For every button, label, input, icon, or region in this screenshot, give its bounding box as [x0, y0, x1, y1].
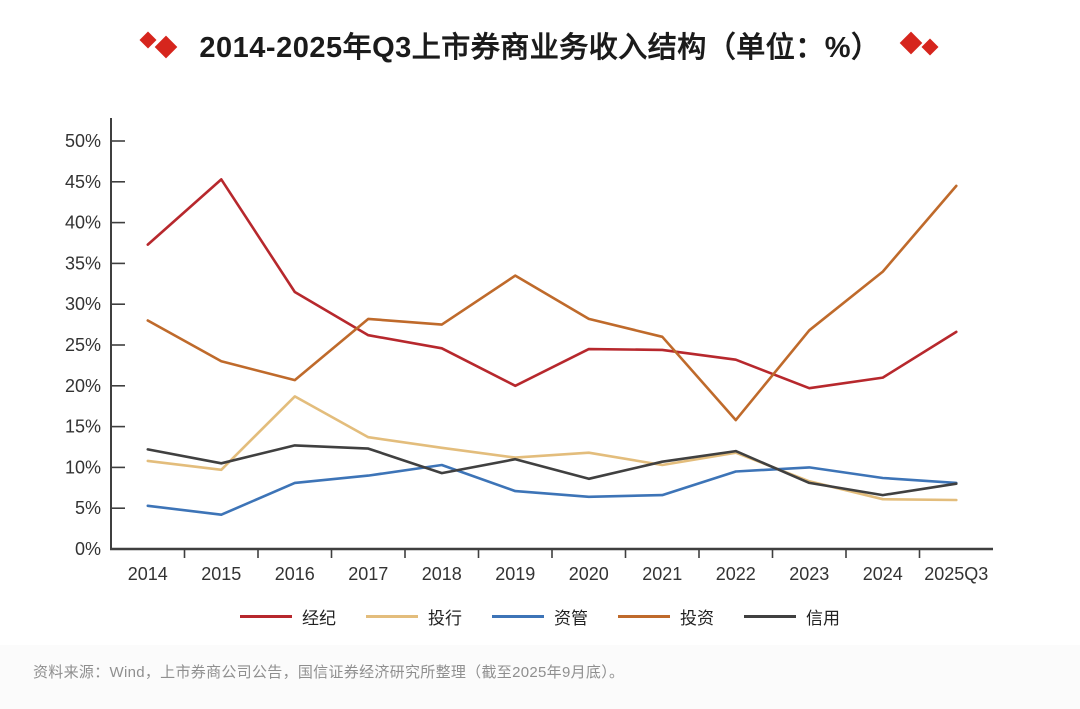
- x-tick-label: 2016: [275, 564, 315, 584]
- y-tick-label: 20%: [65, 376, 101, 396]
- y-tick-label: 30%: [65, 294, 101, 314]
- y-tick-label: 50%: [65, 131, 101, 151]
- double-diamond-icon: [139, 28, 181, 62]
- legend-swatch: [366, 615, 418, 618]
- y-tick-label: 40%: [65, 213, 101, 233]
- double-diamond-icon: [899, 28, 941, 62]
- y-tick-label: 25%: [65, 335, 101, 355]
- legend-item-0: 经纪: [240, 604, 336, 629]
- legend-label: 资管: [554, 609, 588, 628]
- x-tick-label: 2025Q3: [924, 564, 988, 584]
- legend-item-2: 资管: [492, 604, 588, 629]
- x-tick-label: 2014: [128, 564, 168, 584]
- legend-label: 信用: [806, 609, 840, 628]
- legend-item-4: 信用: [744, 604, 840, 629]
- legend-swatch: [492, 615, 544, 618]
- series-line-3: [146, 184, 958, 422]
- legend-swatch: [618, 615, 670, 618]
- series-line-0: [146, 178, 958, 390]
- x-tick-label: 2017: [348, 564, 388, 584]
- x-tick-label: 2023: [789, 564, 829, 584]
- y-tick-label: 35%: [65, 253, 101, 273]
- y-tick-label: 15%: [65, 417, 101, 437]
- legend-item-1: 投行: [366, 604, 462, 629]
- series-line-2: [146, 463, 958, 517]
- x-tick-label: 2019: [495, 564, 535, 584]
- series-line-1: [146, 395, 958, 502]
- chart-title: 2014-2025年Q3上市券商业务收入结构（单位：%）: [199, 32, 881, 64]
- legend-item-3: 投资: [618, 604, 714, 629]
- diamond-icon: [899, 31, 922, 55]
- x-tick-label: 2018: [422, 564, 462, 584]
- legend-label: 投资: [680, 609, 714, 628]
- x-tick-label: 2022: [716, 564, 756, 584]
- y-tick-label: 10%: [65, 457, 101, 477]
- legend-label: 投行: [428, 609, 462, 628]
- legend-label: 经纪: [302, 609, 336, 628]
- source-note: 资料来源：Wind，上市券商公司公告，国信证券经济研究所整理（截至2025年9月…: [33, 664, 625, 681]
- chart-legend: 经纪 投行 资管 投资 信用: [0, 604, 1080, 629]
- x-tick-label: 2020: [569, 564, 609, 584]
- line-chart-canvas: 0% 5% 10% 15% 20% 25% 30% 35% 40% 45% 50% 2014 2015 2…: [65, 118, 993, 584]
- y-tick-label: 5%: [75, 498, 101, 518]
- legend-swatch: [240, 615, 292, 618]
- legend-swatch: [744, 615, 796, 618]
- x-tick-label: 2021: [642, 564, 682, 584]
- diamond-icon: [155, 35, 178, 59]
- y-tick-label: 0%: [75, 539, 101, 559]
- source-strip: 资料来源：Wind，上市券商公司公告，国信证券经济研究所整理（截至2025年9月…: [0, 645, 1080, 709]
- x-tick-label: 2024: [863, 564, 903, 584]
- series-line-4: [146, 444, 958, 497]
- y-tick-label: 45%: [65, 172, 101, 192]
- x-tick-label: 2015: [201, 564, 241, 584]
- chart-header: 2014-2025年Q3上市券商业务收入结构（单位：%）: [0, 24, 1080, 66]
- diamond-icon: [921, 38, 939, 56]
